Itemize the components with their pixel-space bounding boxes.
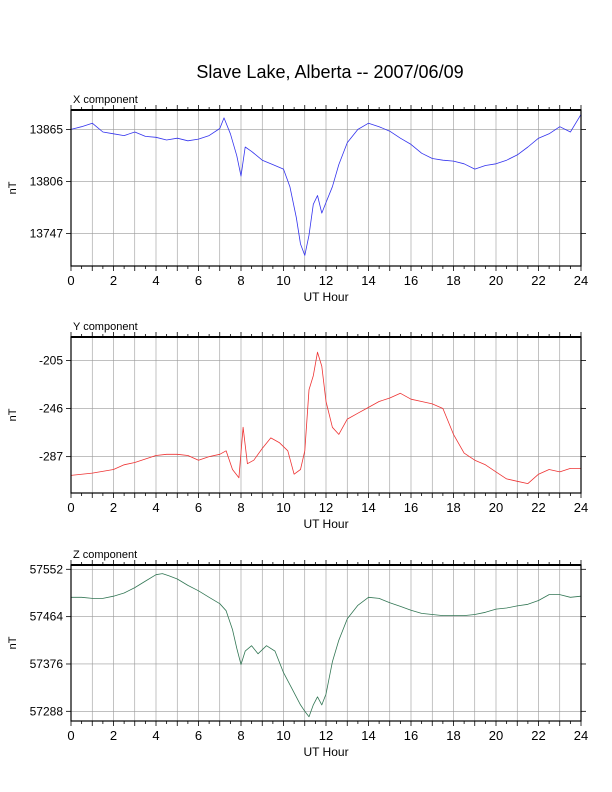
x-tick-label: 8 — [237, 500, 244, 515]
x-tick-label: 22 — [531, 500, 545, 515]
x-tick-label: 0 — [67, 500, 74, 515]
x-tick-label: 20 — [489, 500, 503, 515]
x-tick-label: 10 — [276, 500, 290, 515]
y-tick-label: -287 — [39, 450, 63, 464]
x-tick-label: 8 — [237, 273, 244, 288]
y-axis-label: nT — [7, 408, 19, 421]
x-tick-label: 6 — [195, 500, 202, 515]
series-line — [70, 114, 582, 256]
x-tick-label: 2 — [110, 728, 117, 743]
x-tick-label: 20 — [489, 728, 503, 743]
panel-title: X component — [73, 94, 138, 106]
x-tick-label: 22 — [531, 273, 545, 288]
x-axis-label: UT Hour — [303, 517, 348, 531]
x-tick-label: 20 — [489, 273, 503, 288]
y-tick-label: 57464 — [30, 610, 64, 624]
x-axis-label: UT Hour — [303, 745, 348, 759]
x-tick-label: 4 — [152, 273, 159, 288]
x-tick-label: 22 — [531, 728, 545, 743]
x-tick-label: 18 — [446, 273, 460, 288]
x-tick-label: 0 — [67, 273, 74, 288]
x-tick-label: 10 — [276, 273, 290, 288]
x-tick-label: 16 — [404, 500, 418, 515]
x-tick-label: 6 — [195, 273, 202, 288]
x-tick-label: 18 — [446, 728, 460, 743]
x-tick-label: 6 — [195, 728, 202, 743]
y-tick-label: -246 — [39, 402, 63, 416]
series-line — [70, 351, 581, 485]
x-tick-label: 12 — [319, 500, 333, 515]
panel-title: Z component — [73, 549, 137, 561]
x-axis-label: UT Hour — [303, 290, 348, 304]
x-tick-label: 16 — [404, 728, 418, 743]
x-tick-label: 8 — [237, 728, 244, 743]
x-tick-label: 14 — [361, 273, 375, 288]
y-axis-label: nT — [7, 636, 19, 649]
x-tick-label: 10 — [276, 728, 290, 743]
x-tick-label: 12 — [319, 728, 333, 743]
y-tick-label: 57552 — [30, 562, 64, 576]
series-line — [71, 573, 582, 718]
x-tick-label: 24 — [574, 728, 588, 743]
x-tick-label: 2 — [110, 273, 117, 288]
x-tick-label: 14 — [361, 728, 375, 743]
x-tick-label: 16 — [404, 273, 418, 288]
x-tick-label: 24 — [574, 500, 588, 515]
y-tick-label: -205 — [39, 353, 63, 367]
x-tick-label: 4 — [152, 500, 159, 515]
x-tick-label: 4 — [152, 728, 159, 743]
y-tick-label: 13865 — [30, 122, 64, 136]
x-tick-label: 14 — [361, 500, 375, 515]
y-tick-label: 57376 — [30, 657, 64, 671]
y-tick-label: 57288 — [30, 704, 64, 718]
x-tick-label: 24 — [574, 273, 588, 288]
panel-title: Y component — [73, 321, 138, 333]
x-tick-label: 2 — [110, 500, 117, 515]
y-axis-label: nT — [7, 181, 19, 194]
x-tick-label: 18 — [446, 500, 460, 515]
x-tick-label: 12 — [319, 273, 333, 288]
page-title: Slave Lake, Alberta -- 2007/06/09 — [196, 62, 463, 82]
y-tick-label: 13747 — [30, 226, 64, 240]
y-tick-label: 13806 — [30, 174, 64, 188]
x-tick-label: 0 — [67, 728, 74, 743]
